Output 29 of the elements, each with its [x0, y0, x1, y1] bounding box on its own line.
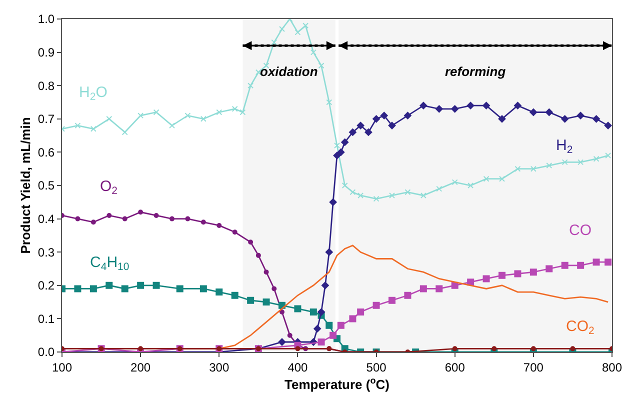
x-tick-label: 800 [602, 360, 622, 374]
y-tick-label: 0.1 [38, 312, 55, 326]
x-axis-title: Temperature ($^{o}$C) [284, 376, 390, 392]
band-label: oxidation [260, 64, 318, 79]
series-label: H$_{2}$ [556, 137, 573, 156]
y-axis-title: Product Yield, mL/min [18, 117, 33, 254]
x-tick-label: 100 [52, 360, 72, 374]
x-tick-label: 400 [288, 360, 308, 374]
series-label: O$_{2}$ [100, 178, 118, 198]
y-tick-label: 0.3 [38, 245, 55, 260]
y-tick-label: 0.8 [38, 78, 55, 93]
y-tick-label: 0.7 [38, 112, 55, 126]
y-tick-label: 0.5 [38, 178, 55, 193]
y-tick-label: 0.9 [38, 46, 55, 60]
series-label: H$_{2}$O [79, 84, 108, 104]
y-tick-label: 0.2 [38, 278, 55, 293]
x-tick-label: 200 [130, 360, 151, 374]
series-label: CO$_{2}$ [566, 318, 594, 338]
series-label: C$_{4}$H$_{10}$ [90, 254, 130, 274]
y-tick-label: 0.4 [38, 212, 55, 226]
x-tick-label: 300 [209, 360, 230, 374]
y-tick-label: 1.0 [38, 12, 55, 26]
x-tick-label: 500 [366, 360, 387, 374]
y-tick-label: 0.0 [38, 345, 55, 360]
y-tick-label: 0.6 [38, 145, 55, 160]
x-tick-label: 600 [444, 360, 466, 374]
series-label: CO [569, 222, 592, 239]
x-tick-label: 700 [523, 360, 544, 374]
band-label: reforming [445, 64, 506, 79]
